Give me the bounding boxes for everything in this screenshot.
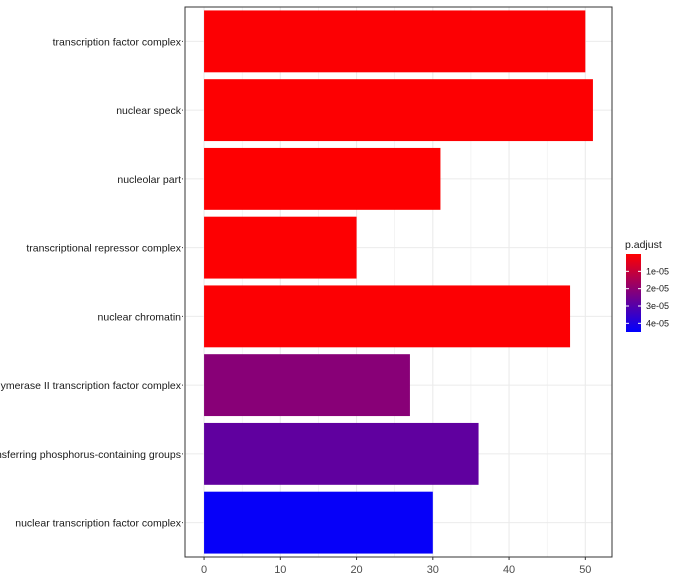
bar (204, 285, 571, 348)
legend-colorbar (626, 254, 641, 332)
x-axis: 0 10 20 30 40 50 (201, 557, 591, 576)
y-axis: transcription factor complex nuclear spec… (0, 36, 183, 530)
bars (204, 10, 593, 554)
legend-label: 4e-05 (646, 318, 669, 328)
bar (204, 491, 433, 554)
y-tick-label: nuclear speck (116, 105, 182, 117)
legend-label: 2e-05 (646, 284, 669, 294)
legend-label: 1e-05 (646, 266, 669, 276)
y-tick-label: RNA polymerase II transcription factor c… (0, 380, 182, 392)
y-tick-label: nuclear transcription factor complex (15, 518, 181, 530)
legend-title: p.adjust (625, 239, 662, 251)
legend: p.adjust 1e-05 2e-05 3e-05 4e-05 (625, 239, 669, 332)
bar (204, 422, 479, 485)
x-tick-label: 50 (579, 564, 591, 576)
legend-label: 3e-05 (646, 301, 669, 311)
y-tick-label: nuclear chromatin (98, 311, 182, 323)
bar (204, 354, 410, 417)
y-tick-label: nucleolar part (117, 174, 181, 186)
y-tick-label: transferase complex, transferring phosph… (0, 449, 181, 461)
x-tick-label: 40 (503, 564, 515, 576)
panel-border (184, 6, 613, 558)
bar (204, 10, 586, 73)
x-tick-label: 20 (350, 564, 362, 576)
bar (204, 147, 441, 210)
x-tick-label: 10 (274, 564, 286, 576)
bar (204, 79, 593, 142)
y-tick-label: transcriptional repressor complex (26, 243, 181, 255)
y-tick-label: transcription factor complex (53, 36, 182, 48)
x-tick-label: 30 (427, 564, 439, 576)
bar (204, 216, 357, 279)
x-tick-label: 0 (201, 564, 207, 576)
